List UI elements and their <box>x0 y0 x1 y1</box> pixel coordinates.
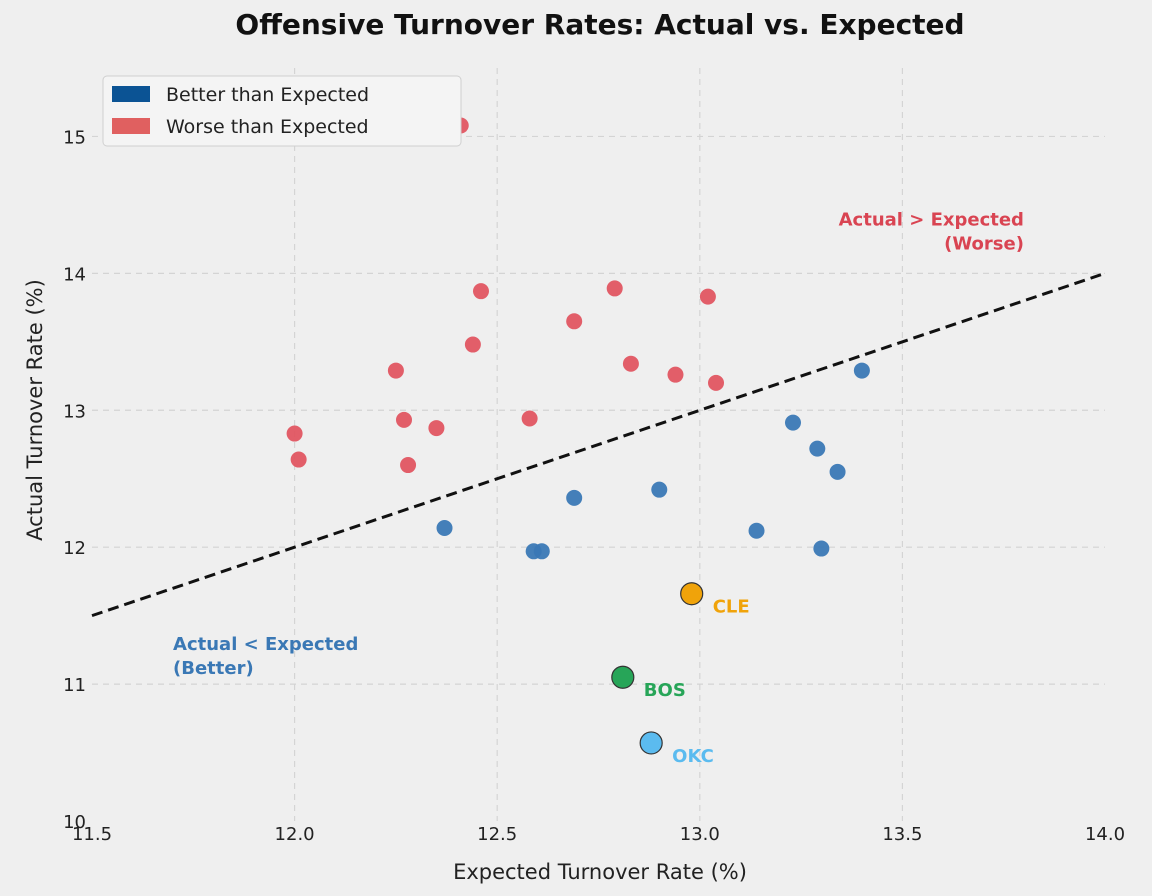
tick-labels: 11.5 12.0 12.5 13.0 13.5 14.0 10 11 12 13 14 15 <box>63 127 1125 845</box>
legend-swatch-worse <box>112 118 150 134</box>
grid <box>92 68 1105 821</box>
legend-box <box>102 75 462 147</box>
y-tick-label: 11 <box>63 675 86 696</box>
y-tick-label: 12 <box>63 538 86 559</box>
point-worse <box>521 410 538 427</box>
point-better <box>784 414 801 431</box>
point-better <box>853 362 870 379</box>
point-better <box>533 543 550 560</box>
reference-line-group <box>91 271 1106 618</box>
annotation-better: Actual < Expected (Better) <box>173 634 358 679</box>
point-worse <box>667 366 684 383</box>
y-tick-label: 15 <box>63 127 86 148</box>
team-label-okc: OKC <box>672 746 714 767</box>
annotation-line: Actual > Expected <box>839 209 1024 230</box>
legend-swatch-better <box>112 86 150 102</box>
point-worse <box>290 451 307 468</box>
annotation-line: (Worse) <box>944 233 1024 254</box>
point-better <box>566 489 583 506</box>
y-tick-label: 14 <box>63 264 86 285</box>
point-worse <box>428 420 445 437</box>
annotation-line: Actual < Expected <box>173 634 358 655</box>
legend: Better than Expected Worse than Expected <box>102 75 462 147</box>
point-bos <box>611 665 635 689</box>
data-points <box>286 117 870 560</box>
point-better <box>809 440 826 457</box>
legend-label-better: Better than Expected <box>166 84 369 106</box>
point-worse <box>396 411 413 428</box>
point-okc <box>639 731 663 755</box>
annotation-worse: Actual > Expected (Worse) <box>839 209 1024 254</box>
point-better <box>436 520 453 537</box>
x-tick-label: 14.0 <box>1085 824 1125 845</box>
annotation-line: (Better) <box>173 658 254 679</box>
y-axis-label: Actual Turnover Rate (%) <box>23 279 47 541</box>
point-worse <box>708 374 725 391</box>
y-tick-label: 13 <box>63 401 86 422</box>
chart-title: Offensive Turnover Rates: Actual vs. Exp… <box>235 8 964 41</box>
point-better <box>813 540 830 557</box>
point-cle <box>680 582 704 606</box>
reference-line <box>91 271 1106 618</box>
x-tick-label: 12.5 <box>477 824 517 845</box>
point-worse <box>566 313 583 330</box>
point-better <box>748 522 765 539</box>
point-worse <box>472 283 489 300</box>
x-tick-label: 13.0 <box>680 824 720 845</box>
point-better <box>829 463 846 480</box>
x-tick-label: 11.5 <box>72 824 112 845</box>
annotations: Actual > Expected (Worse) Actual < Expecte… <box>173 209 1024 678</box>
team-label-bos: BOS <box>644 680 686 701</box>
point-worse <box>387 362 404 379</box>
point-worse <box>699 288 716 305</box>
x-axis-label: Expected Turnover Rate (%) <box>453 860 747 884</box>
highlighted-teams: CLE BOS OKC <box>611 582 750 767</box>
y-tick-label: 10 <box>63 812 86 833</box>
point-worse <box>622 355 639 372</box>
point-worse <box>286 425 303 442</box>
point-worse <box>400 457 417 474</box>
x-tick-label: 13.5 <box>882 824 922 845</box>
point-worse <box>464 336 481 353</box>
point-worse <box>606 280 623 297</box>
legend-label-worse: Worse than Expected <box>166 116 369 138</box>
team-label-cle: CLE <box>713 597 750 618</box>
point-better <box>651 481 668 498</box>
x-tick-label: 12.0 <box>275 824 315 845</box>
